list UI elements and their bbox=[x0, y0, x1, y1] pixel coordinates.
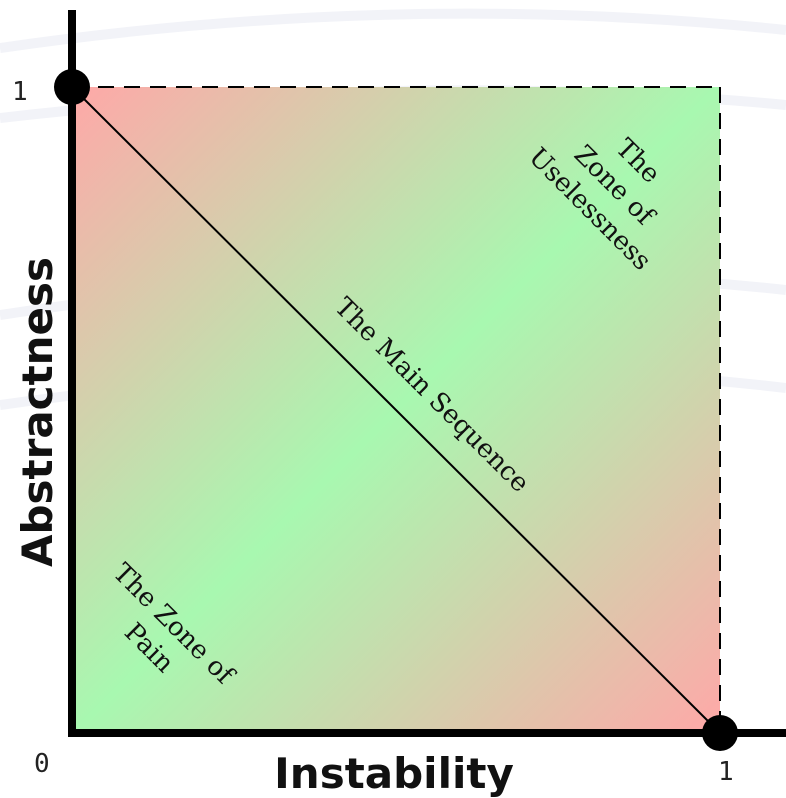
main-sequence-line bbox=[71, 86, 721, 734]
x-axis-title: Instability bbox=[274, 749, 514, 798]
y-axis-title: Abstractness bbox=[13, 257, 62, 567]
origin-label: 0 bbox=[34, 749, 50, 779]
bottom-right-point bbox=[702, 715, 738, 751]
x-max-label: 1 bbox=[718, 757, 734, 787]
y-max-label: 1 bbox=[12, 77, 28, 107]
top-left-point bbox=[54, 69, 90, 105]
